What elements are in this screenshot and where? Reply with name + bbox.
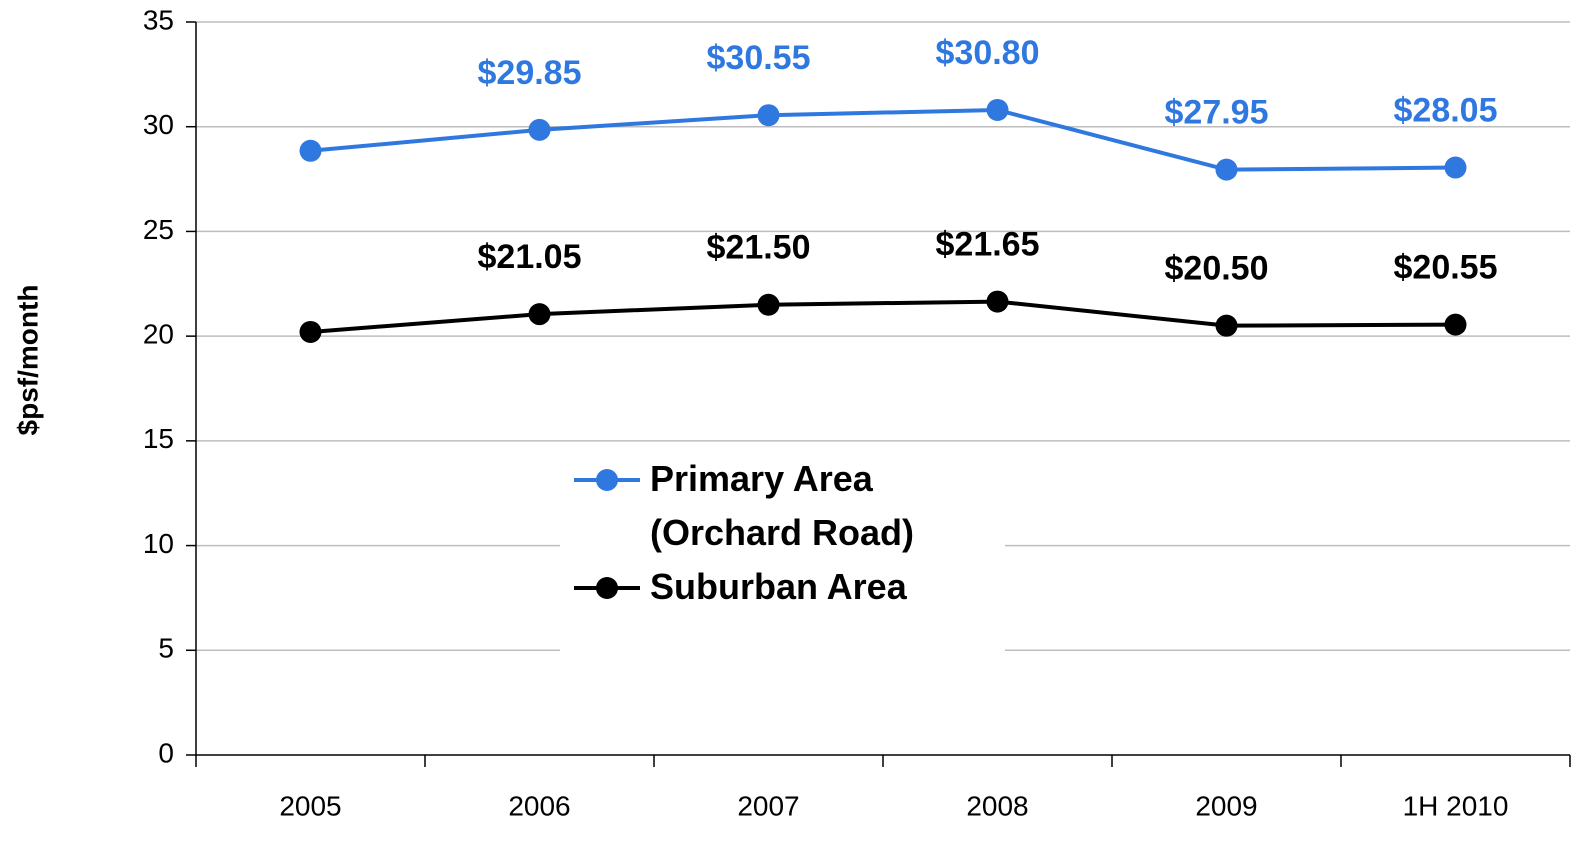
x-tick-label: 2007 (737, 790, 799, 821)
point (757, 293, 780, 316)
point (1215, 314, 1238, 337)
data-label: $29.85 (478, 54, 582, 92)
point (299, 320, 322, 343)
y-tick-label: 35 (143, 4, 174, 35)
data-label: $20.50 (1165, 250, 1269, 288)
y-axis-label: $psf/month (12, 285, 43, 436)
legend-dot (596, 469, 618, 491)
data-label: $28.05 (1394, 92, 1498, 130)
legend: Primary Area (Orchard Road) Suburban Area (560, 452, 1005, 657)
y-tick-label: 25 (143, 214, 174, 245)
legend-entry: Suburban Area (574, 560, 1005, 614)
series-line (310, 299, 1456, 334)
x-tick-label: 1H 2010 (1403, 790, 1509, 821)
y-tick-label: 10 (143, 528, 174, 559)
y-tick-label: 30 (143, 109, 174, 140)
legend-marker (574, 469, 640, 491)
data-label: $21.50 (707, 229, 811, 267)
point (986, 290, 1009, 313)
x-tick-label: 2008 (966, 790, 1028, 821)
y-tick-label: 15 (143, 423, 174, 454)
x-tick-label: 2005 (279, 790, 341, 821)
x-tick-label: 2009 (1195, 790, 1257, 821)
legend-label: Suburban Area (650, 566, 907, 607)
data-label: $21.65 (936, 226, 1040, 264)
legend-entry: Primary Area (Orchard Road) (574, 452, 1005, 560)
data-label: $27.95 (1165, 94, 1269, 132)
point (528, 303, 551, 326)
data-label: $30.80 (936, 34, 1040, 72)
x-tick-label: 2006 (508, 790, 570, 821)
y-tick-label: 20 (143, 319, 174, 350)
point (299, 139, 322, 162)
point (1215, 158, 1238, 181)
data-label: $21.05 (478, 238, 582, 276)
point (1444, 156, 1467, 179)
legend-label: Primary Area (Orchard Road) (650, 458, 915, 553)
point (528, 118, 551, 141)
point (1444, 313, 1467, 336)
legend-marker (574, 577, 640, 599)
point (986, 98, 1009, 121)
legend-dot (596, 577, 618, 599)
y-tick-label: 5 (158, 633, 174, 664)
data-label: $30.55 (707, 39, 811, 77)
data-label: $20.55 (1394, 249, 1498, 287)
y-tick-label: 0 (158, 737, 174, 768)
series-line (310, 107, 1456, 172)
point (757, 104, 780, 127)
